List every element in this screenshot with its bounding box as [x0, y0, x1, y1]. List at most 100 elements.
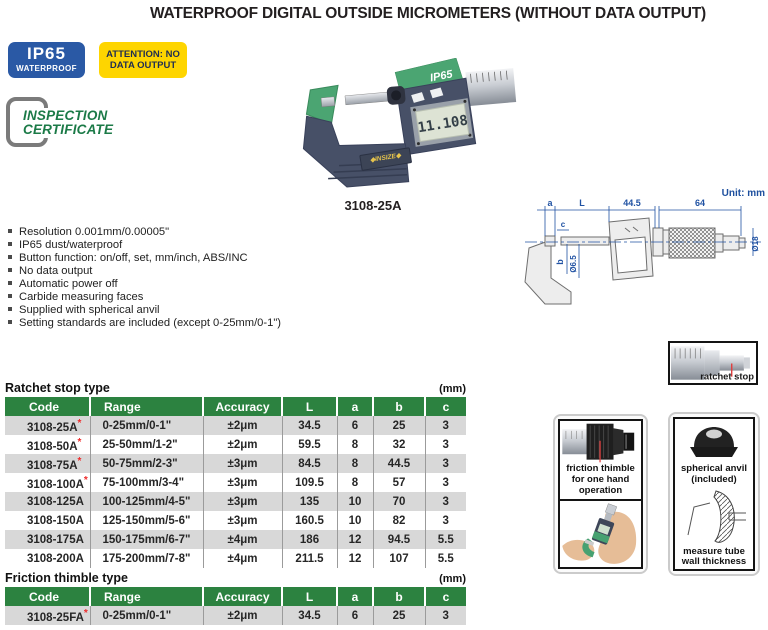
table-cell: 84.5 — [281, 454, 337, 473]
dimension-drawing: Unit: mm — [524, 188, 765, 305]
star-mark: * — [83, 607, 88, 619]
table-cell: ±3μm — [202, 511, 282, 530]
table-cell: 8 — [336, 473, 373, 492]
table-cell: ±4μm — [202, 530, 282, 549]
anvil-box-inner: spherical anvil (included) measure tube … — [673, 417, 755, 571]
table-cell: ±2μm — [202, 435, 282, 454]
column-header: c — [424, 587, 466, 606]
certificate-line1: INSPECTION — [23, 108, 108, 123]
c-frame — [302, 115, 410, 188]
feature-item: Resolution 0.001mm/0.00005" — [8, 226, 281, 239]
thimble — [465, 68, 517, 107]
table-cell: 8 — [336, 435, 373, 454]
table-cell: 186 — [281, 530, 337, 549]
table-cell: 50-75mm/2-3" — [89, 454, 203, 473]
dim-b-label: b — [555, 259, 565, 265]
column-header: Accuracy — [202, 397, 282, 416]
table-cell: 10 — [336, 511, 373, 530]
friction-thimble-box: friction thimble for one hand operation — [553, 414, 648, 574]
feature-item: Setting standards are included (except 0… — [8, 317, 281, 330]
table-cell: ±3μm — [202, 454, 282, 473]
table-title: Ratchet stop type — [5, 381, 110, 395]
table-cell: 3 — [424, 606, 466, 625]
friction-box-inner: friction thimble for one hand operation — [558, 419, 643, 569]
table-cell: 94.5 — [372, 530, 425, 549]
code-cell: 3108-75A* — [5, 454, 90, 473]
ip65-waterproof-badge: IP65 WATERPROOF — [8, 42, 85, 78]
column-header: Range — [89, 397, 203, 416]
table-cell: 75-100mm/3-4" — [89, 473, 203, 492]
page-title: WATERPROOF DIGITAL OUTSIDE MICROMETERS (… — [149, 5, 706, 22]
dim-L-label: L — [579, 198, 585, 208]
table-cell: 32 — [372, 435, 425, 454]
table-title: Friction thimble type — [5, 571, 128, 585]
column-header: a — [336, 397, 373, 416]
star-mark: * — [77, 436, 82, 448]
dimension-lines — [537, 206, 754, 278]
friction-table-section: Friction thimble type (mm) Code Range Accu… — [5, 571, 466, 625]
feature-item: Supplied with spherical anvil — [8, 304, 281, 317]
table-cell: 0-25mm/0-1" — [89, 416, 203, 435]
table-row: 3108-125A 100-125mm/4-5" ±3μm 135 10 70 3 — [5, 492, 466, 511]
table-row: 3108-200A 175-200mm/7-8" ±4μm 211.5 12 107 5.5 — [5, 549, 466, 568]
button-2 — [429, 87, 444, 99]
table-row: 3108-25A* 0-25mm/0-1" ±2μm 34.5 6 25 3 — [5, 416, 466, 435]
model-caption: 3108-25A — [344, 198, 402, 213]
table-cell: 3 — [424, 473, 466, 492]
table-cell: 12 — [336, 549, 373, 568]
table-cell: 3 — [424, 454, 466, 473]
column-header: Accuracy — [202, 587, 282, 606]
column-header: Range — [89, 587, 203, 606]
ratchet-stop-image: ratchet stop — [671, 346, 754, 382]
certificate-line2: CERTIFICATE — [23, 122, 114, 137]
column-header: Code — [5, 397, 90, 416]
column-header: L — [281, 587, 337, 606]
table-cell: 3 — [424, 435, 466, 454]
table-row: 3108-75A* 50-75mm/2-3" ±3μm 84.5 8 44.5 3 — [5, 454, 466, 473]
table-row: 3108-175A 150-175mm/6-7" ±4μm 186 12 94.5 5.5 — [5, 530, 466, 549]
table-cell: 12 — [336, 530, 373, 549]
dim-44-5-label: 44.5 — [623, 198, 641, 208]
table-cell: 211.5 — [281, 549, 337, 568]
star-mark: * — [77, 455, 82, 467]
feature-item: Carbide measuring faces — [8, 291, 281, 304]
column-header: c — [424, 397, 466, 416]
table-cell: ±2μm — [202, 416, 282, 435]
table-cell: 0-25mm/0-1" — [89, 606, 203, 625]
table-cell: 25-50mm/1-2" — [89, 435, 203, 454]
table-cell: 3 — [424, 416, 466, 435]
table-cell: 150-175mm/6-7" — [89, 530, 203, 549]
feature-item: Button function: on/off, set, mm/inch, A… — [8, 252, 281, 265]
column-header: b — [372, 587, 425, 606]
code-cell: 3108-200A — [5, 549, 90, 568]
ratchet-stop-label: ratchet stop — [700, 371, 754, 382]
table-cell: 3 — [424, 492, 466, 511]
table-cell: 70 — [372, 492, 425, 511]
table-cell: 125-150mm/5-6" — [89, 511, 203, 530]
table-cell: 100-125mm/4-5" — [89, 492, 203, 511]
ratchet-table-section: Ratchet stop type (mm) Code Range Accuracy… — [5, 381, 466, 568]
dim-dia18-label: Ø18 — [751, 236, 760, 252]
table-heading-row: Ratchet stop type (mm) — [5, 381, 466, 395]
box-divider — [560, 498, 641, 501]
dim-64-label: 64 — [695, 198, 705, 208]
code-cell: 3108-100A* — [5, 473, 90, 492]
lcd-screen — [415, 102, 470, 143]
dim-c-label: c — [561, 220, 566, 229]
table-cell: 135 — [281, 492, 337, 511]
code-cell: 3108-150A — [5, 511, 90, 530]
table-row: 3108-50A* 25-50mm/1-2" ±2μm 59.5 8 32 3 — [5, 435, 466, 454]
anvil-tip — [320, 96, 336, 108]
features-list: Resolution 0.001mm/0.00005" IP65 dust/wat… — [8, 226, 281, 330]
column-header: a — [336, 587, 373, 606]
table-cell: 109.5 — [281, 473, 337, 492]
inspection-certificate-logo: INSPECTION CERTIFICATE — [4, 96, 154, 148]
brand-logo-text: ◆INSIZE◆ — [370, 152, 403, 164]
attention-line1: ATTENTION: NO — [106, 48, 180, 60]
table-cell: 25 — [372, 416, 425, 435]
ip65-badge-text: IP65 — [27, 44, 66, 63]
table-cell: 82 — [372, 511, 425, 530]
brand-plate: ◆INSIZE◆ — [359, 147, 412, 171]
